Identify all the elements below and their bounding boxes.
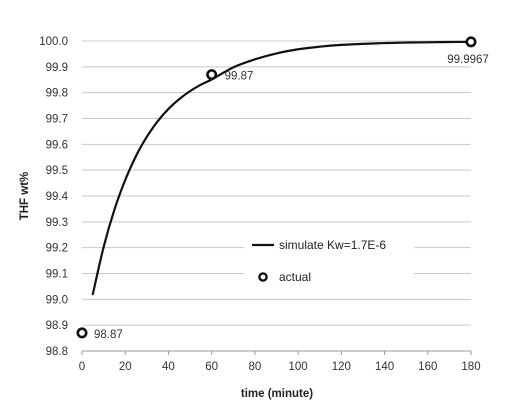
gridlines bbox=[82, 40, 471, 352]
series-line-simulate bbox=[91, 40, 473, 296]
y-tick-label: 99.0 bbox=[46, 294, 68, 306]
data-label: 99.9967 bbox=[447, 54, 489, 66]
y-tick-label: 99.2 bbox=[46, 243, 68, 255]
y-tick-label: 99.8 bbox=[46, 88, 68, 100]
axes: 98.8 98.9 99.0 99.1 99.2 99.3 99.4 99.5 99.6 99.7… bbox=[39, 36, 480, 373]
y-tick-label: 98.8 bbox=[46, 346, 68, 358]
legend-background bbox=[244, 232, 414, 296]
y-tick-label: 99.5 bbox=[46, 165, 68, 177]
x-tick-label: 40 bbox=[162, 361, 175, 373]
y-tick-label: 99.9 bbox=[46, 62, 68, 74]
x-tick-label: 160 bbox=[418, 361, 437, 373]
x-tick-label: 0 bbox=[79, 361, 85, 373]
data-label: 99.87 bbox=[225, 71, 254, 83]
y-tick-label: 99.6 bbox=[46, 139, 68, 151]
actual-point bbox=[76, 327, 88, 339]
x-tick-label: 80 bbox=[248, 361, 261, 373]
y-tick-label: 98.9 bbox=[46, 320, 68, 332]
y-tick-label: 99.7 bbox=[46, 114, 68, 126]
legend-label-simulate: simulate Kw=1.7E-6 bbox=[279, 238, 386, 252]
y-tick-label: 99.4 bbox=[46, 191, 69, 203]
x-tick-label: 20 bbox=[119, 361, 132, 373]
legend-swatch-marker bbox=[258, 272, 268, 282]
legend-label-actual: actual bbox=[279, 270, 311, 284]
legend: simulate Kw=1.7E-6 actual bbox=[252, 238, 386, 284]
x-tick-label: 60 bbox=[205, 361, 218, 373]
actual-point bbox=[465, 36, 477, 48]
x-tick-label: 100 bbox=[289, 361, 308, 373]
x-tick-label: 180 bbox=[461, 361, 480, 373]
x-tick-label: 140 bbox=[375, 361, 394, 373]
y-axis-title: THF wt% bbox=[19, 172, 31, 221]
y-tick-label: 100.0 bbox=[39, 36, 68, 48]
x-axis-title: time (minute) bbox=[241, 388, 313, 400]
y-tick-label: 99.1 bbox=[46, 269, 68, 281]
plot-area: 98.87 99.87 99.9967 bbox=[76, 36, 489, 341]
x-tick-label: 120 bbox=[332, 361, 351, 373]
y-tick-label: 99.3 bbox=[46, 217, 68, 229]
data-label: 98.87 bbox=[94, 329, 123, 341]
actual-point bbox=[206, 69, 218, 81]
